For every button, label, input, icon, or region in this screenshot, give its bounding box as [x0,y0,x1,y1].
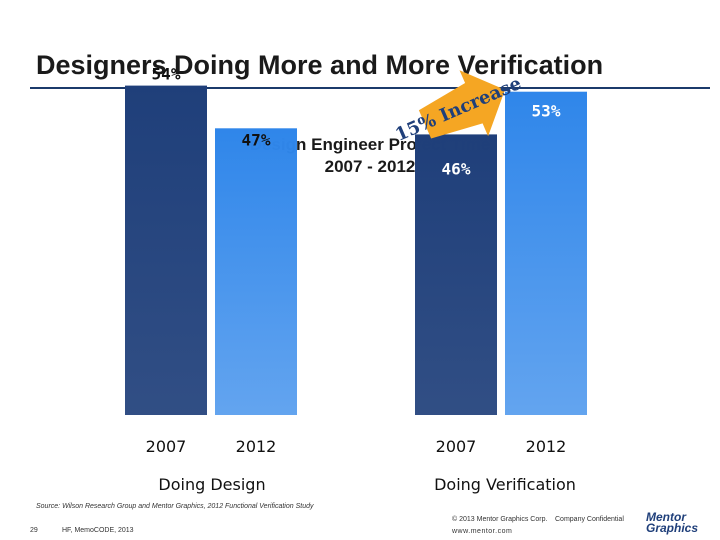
copyright-text: © 2013 Mentor Graphics Corp. [452,516,548,523]
page-number: 29 [30,527,38,534]
logo-line2: Graphics [646,521,699,535]
year-label: 2012 [526,437,567,456]
value-label: 54% [152,65,181,84]
bar-doing-verification-2012 [505,91,587,415]
value-label: 47% [242,130,271,149]
increase-arrow [418,70,505,139]
slide-title: Designers Doing More and More Verificati… [36,50,604,80]
mentor-graphics-logo: Mentor Graphics [646,510,710,535]
title-rule [30,87,710,89]
confidential-text: Company Confidential [555,516,624,523]
source-footnote: Source: Wilson Research Group and Mentor… [36,503,314,510]
value-label: 46% [442,159,471,178]
bar-doing-design-2012 [215,128,297,416]
bar-doing-design-2007 [125,85,207,415]
footer-left-text: HF, MemoCODE, 2013 [62,527,134,534]
year-label: 2007 [146,437,187,456]
category-label: Doing Design [158,475,265,494]
website-url: www.mentor.com [452,528,513,535]
chart-title-line2: 2007 - 2012 [324,157,416,176]
value-label: 53% [532,102,561,121]
year-label: 2012 [236,437,277,456]
bar-doing-verification-2007 [415,134,497,415]
year-label: 2007 [436,437,477,456]
category-label: Doing Verification [434,475,576,494]
logo-line1: Mentor [646,510,686,524]
